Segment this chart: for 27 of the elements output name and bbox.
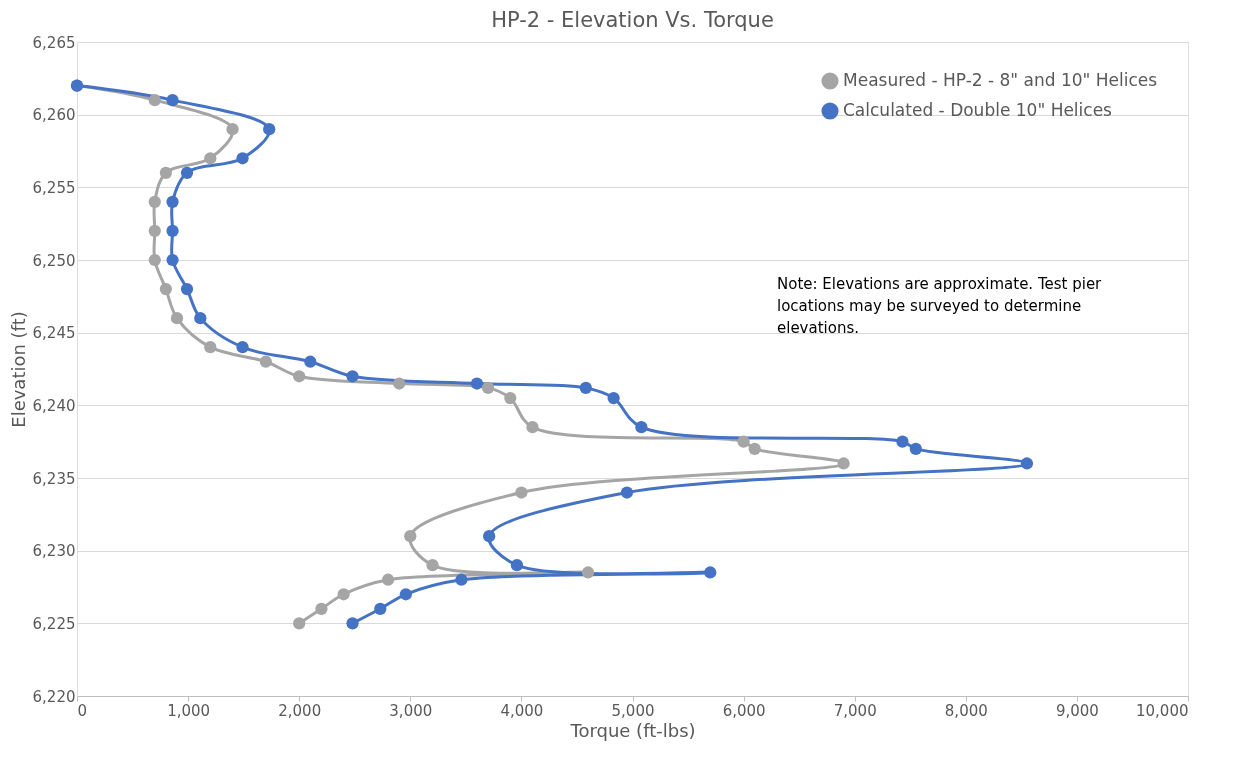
x-tick-label: 6,000 <box>722 701 766 720</box>
y-tick-label: 6,250 <box>32 251 76 270</box>
y-tick-label: 6,240 <box>32 396 76 415</box>
y-tick-label: 6,230 <box>32 542 76 561</box>
legend-label: Calculated - Double 10" Helices <box>843 100 1113 120</box>
x-tick-label: 8,000 <box>944 701 988 720</box>
x-tick-label: 7,000 <box>833 701 877 720</box>
x-tick-label: 10,000 <box>1136 701 1189 720</box>
y-tick-label: 6,235 <box>32 469 76 488</box>
annotation: Note: Elevations are approximate. Test pier locations may be surveyed to determine elevations. <box>777 275 1103 337</box>
x-tick-label: 5,000 <box>611 701 655 720</box>
y-tick-label: 6,225 <box>32 614 76 633</box>
y-tick-label: 6,260 <box>32 106 76 125</box>
x-tick-label: 2,000 <box>278 701 322 720</box>
x-tick-label: 1,000 <box>167 701 211 720</box>
chart-title: HP-2 - Elevation Vs. Torque <box>491 8 774 32</box>
y-tick-label: 6,255 <box>32 178 76 197</box>
y-tick-label: 6,245 <box>32 324 76 343</box>
legend-label: Measured - HP-2 - 8" and 10" Helices <box>843 70 1158 90</box>
x-tick-label: 9,000 <box>1055 701 1099 720</box>
x-tick-label: 3,000 <box>389 701 433 720</box>
x-axis-title: Torque (ft-lbs) <box>569 719 696 741</box>
y-tick-label: 6,220 <box>32 687 76 706</box>
x-tick-label: 0 <box>77 701 88 720</box>
y-axis-title: Elevation (ft) <box>7 311 29 428</box>
y-tick-label: 6,265 <box>32 33 76 52</box>
x-tick-label: 4,000 <box>500 701 544 720</box>
